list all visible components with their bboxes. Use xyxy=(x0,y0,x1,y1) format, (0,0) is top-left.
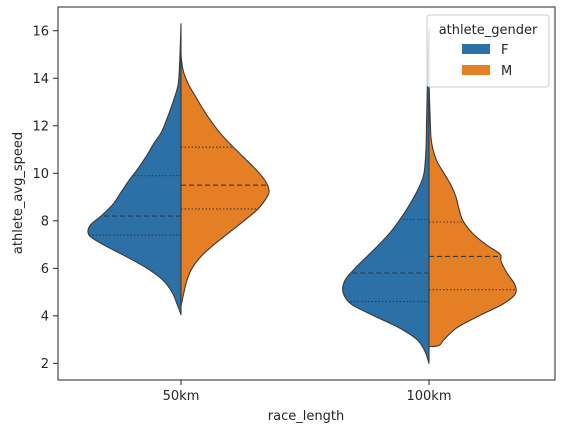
y-tick-label-12: 12 xyxy=(32,119,49,134)
axes-frame xyxy=(57,6,556,381)
legend-swatch-f xyxy=(462,44,490,54)
violin-100km-M xyxy=(428,82,517,348)
legend-label-m: M xyxy=(501,64,512,79)
legend-swatch-m xyxy=(462,65,490,75)
x-axis-label: race_length xyxy=(268,409,344,424)
y-tick-label-2: 2 xyxy=(41,357,49,372)
y-tick-label-4: 4 xyxy=(41,309,49,324)
y-tick-label-14: 14 xyxy=(32,72,49,87)
x-tick-label-100km: 100km xyxy=(406,389,451,404)
plot-area xyxy=(87,23,517,364)
y-axis-label: athlete_avg_speed xyxy=(11,132,26,254)
y-tick-label-6: 6 xyxy=(41,262,49,277)
violin-50km-F xyxy=(87,23,182,316)
x-tick-label-50km: 50km xyxy=(163,389,200,404)
violin-100km-F xyxy=(342,27,430,364)
y-tick-label-10: 10 xyxy=(32,167,49,182)
y-tick-label-8: 8 xyxy=(41,214,49,229)
legend-title: athlete_gender xyxy=(439,23,538,38)
violin-50km-M xyxy=(180,53,270,307)
legend-label-f: F xyxy=(501,43,508,58)
legend: athlete_gender F M xyxy=(426,14,550,88)
x-axis: 50km 100km xyxy=(163,380,452,404)
y-tick-label-16: 16 xyxy=(32,24,49,39)
y-axis: 2 4 6 8 10 12 14 16 xyxy=(32,24,58,372)
